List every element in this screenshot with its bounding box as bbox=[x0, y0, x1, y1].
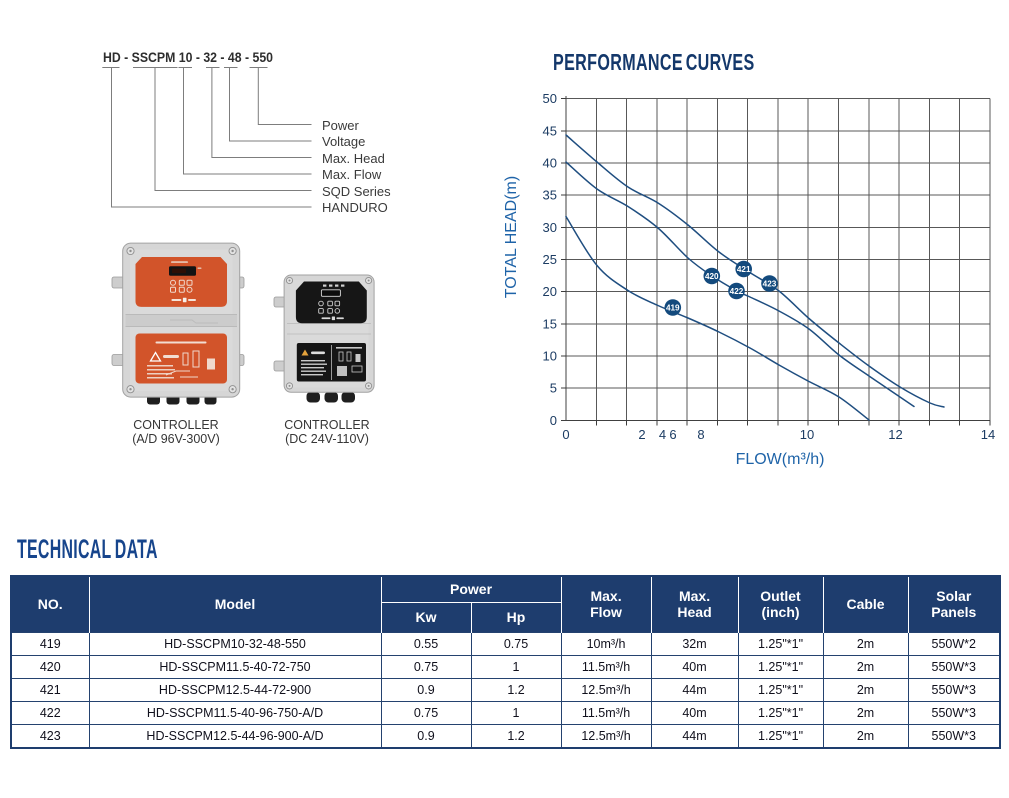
svg-text:12: 12 bbox=[888, 427, 902, 442]
svg-text:5: 5 bbox=[550, 381, 557, 396]
svg-text:4: 4 bbox=[659, 427, 666, 442]
svg-text:6: 6 bbox=[669, 427, 676, 442]
svg-text:15: 15 bbox=[543, 316, 557, 331]
svg-text:25: 25 bbox=[543, 252, 557, 267]
svg-text:45: 45 bbox=[543, 123, 557, 138]
svg-text:0: 0 bbox=[562, 427, 569, 442]
svg-text:420: 420 bbox=[705, 272, 719, 281]
svg-text:423: 423 bbox=[763, 279, 777, 288]
svg-text:TOTAL HEAD(m): TOTAL HEAD(m) bbox=[503, 176, 520, 298]
svg-text:0: 0 bbox=[550, 413, 557, 428]
svg-text:20: 20 bbox=[543, 284, 557, 299]
svg-text:8: 8 bbox=[697, 427, 704, 442]
svg-text:2: 2 bbox=[638, 427, 645, 442]
svg-text:14: 14 bbox=[981, 427, 995, 442]
svg-text:30: 30 bbox=[543, 220, 557, 235]
svg-text:419: 419 bbox=[666, 303, 680, 312]
svg-text:10: 10 bbox=[543, 349, 557, 364]
svg-text:421: 421 bbox=[737, 265, 751, 274]
svg-text:40: 40 bbox=[543, 156, 557, 171]
svg-text:10: 10 bbox=[800, 427, 814, 442]
svg-text:422: 422 bbox=[730, 287, 744, 296]
svg-text:50: 50 bbox=[543, 91, 557, 106]
svg-text:FLOW(m³/h): FLOW(m³/h) bbox=[736, 451, 825, 468]
svg-text:35: 35 bbox=[543, 188, 557, 203]
